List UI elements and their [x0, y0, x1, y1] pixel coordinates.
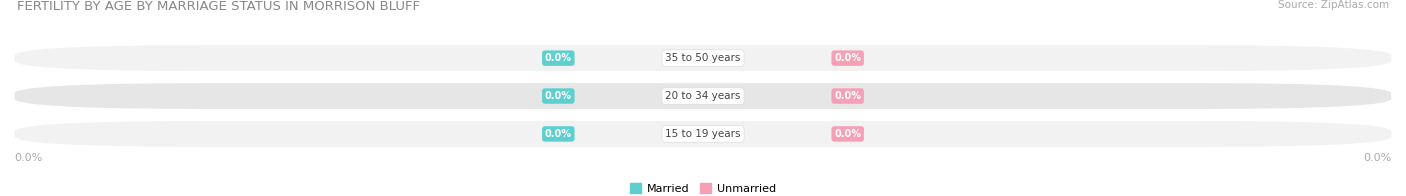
Text: 0.0%: 0.0%: [1364, 153, 1392, 163]
Text: 35 to 50 years: 35 to 50 years: [665, 53, 741, 63]
Text: 0.0%: 0.0%: [544, 91, 572, 101]
Text: 15 to 19 years: 15 to 19 years: [665, 129, 741, 139]
Text: 0.0%: 0.0%: [544, 129, 572, 139]
Text: 20 to 34 years: 20 to 34 years: [665, 91, 741, 101]
Text: 0.0%: 0.0%: [834, 91, 862, 101]
FancyBboxPatch shape: [14, 120, 1392, 148]
Text: Source: ZipAtlas.com: Source: ZipAtlas.com: [1278, 0, 1389, 10]
Text: 0.0%: 0.0%: [544, 53, 572, 63]
Text: FERTILITY BY AGE BY MARRIAGE STATUS IN MORRISON BLUFF: FERTILITY BY AGE BY MARRIAGE STATUS IN M…: [17, 0, 420, 13]
FancyBboxPatch shape: [14, 44, 1392, 72]
FancyBboxPatch shape: [14, 82, 1392, 110]
Text: 0.0%: 0.0%: [834, 53, 862, 63]
Text: 0.0%: 0.0%: [14, 153, 42, 163]
Text: 0.0%: 0.0%: [834, 129, 862, 139]
Legend: Married, Unmarried: Married, Unmarried: [626, 179, 780, 196]
